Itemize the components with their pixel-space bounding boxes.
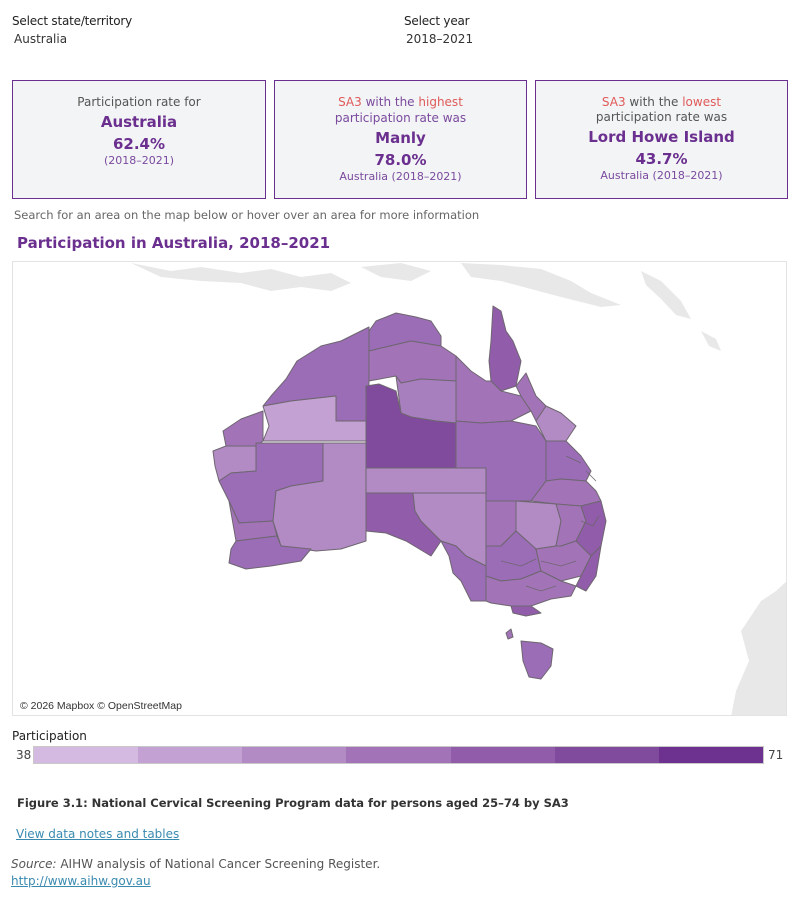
card-with-the: with the xyxy=(361,95,419,109)
card-sa3-label: SA3 xyxy=(601,95,626,109)
figure-caption: Figure 3.1: National Cervical Screening … xyxy=(17,796,569,810)
card-area-name: Australia xyxy=(100,113,178,131)
source-text: AIHW analysis of National Cancer Screeni… xyxy=(56,857,381,871)
state-filter-label: Select state/territory xyxy=(12,14,133,28)
lowest-rate-card: SA3 with the lowest participation rate w… xyxy=(535,80,788,199)
card-period: (2018–2021) xyxy=(103,154,175,167)
view-data-notes-link[interactable]: View data notes and tables xyxy=(16,827,180,841)
legend-max-value: 71 xyxy=(768,748,784,762)
year-filter-value[interactable]: 2018–2021 xyxy=(406,32,474,46)
national-rate-card: Participation rate for Australia 62.4% (… xyxy=(12,80,266,199)
card-qualifier: lowest xyxy=(682,95,722,109)
card-rate: 62.4% xyxy=(112,135,166,153)
card-area-name: Manly xyxy=(375,129,426,147)
state-filter[interactable]: Select state/territory Australia xyxy=(12,14,132,46)
highest-rate-card: SA3 with the highest participation rate … xyxy=(274,80,527,199)
card-rate: 78.0% xyxy=(374,151,427,169)
map-attribution: © 2026 Mapbox © OpenStreetMap xyxy=(17,699,185,713)
legend-step xyxy=(34,747,139,763)
card-line2: participation rate was xyxy=(595,110,728,124)
card-period: Australia (2018–2021) xyxy=(339,170,462,183)
legend-step xyxy=(242,747,347,763)
background-land xyxy=(131,263,786,715)
legend-step xyxy=(346,747,451,763)
card-period: Australia (2018–2021) xyxy=(600,169,723,182)
card-area-name: Lord Howe Island xyxy=(588,128,735,146)
card-line2: participation rate was xyxy=(334,111,467,125)
legend-step xyxy=(658,747,763,763)
card-qualifier: highest xyxy=(418,95,463,109)
year-filter[interactable]: Select year 2018–2021 xyxy=(404,14,473,46)
state-filter-value[interactable]: Australia xyxy=(14,32,68,46)
legend-color-scale xyxy=(33,746,764,764)
sa3-boundary-detail xyxy=(500,455,600,592)
legend-step xyxy=(450,747,555,763)
card-with-the: with the xyxy=(625,95,683,109)
card-rate: 43.7% xyxy=(635,150,688,168)
card-sa3-label: SA3 xyxy=(338,95,362,109)
map-title: Participation in Australia, 2018–2021 xyxy=(17,234,331,252)
card-intro: Participation rate for xyxy=(77,95,201,109)
legend-min-value: 38 xyxy=(16,748,32,762)
year-filter-label: Select year xyxy=(404,14,470,28)
choropleth-map[interactable]: © 2026 Mapbox © OpenStreetMap xyxy=(12,261,787,716)
legend-step xyxy=(554,747,659,763)
legend-step xyxy=(138,747,243,763)
sa3-regions[interactable] xyxy=(212,305,607,680)
search-hint: Search for an area on the map below or h… xyxy=(14,208,480,222)
legend-title: Participation xyxy=(12,729,87,743)
source-url-link[interactable]: http://www.aihw.gov.au xyxy=(11,874,151,888)
source-note: Source: AIHW analysis of National Cancer… xyxy=(11,857,380,871)
source-label: Source: xyxy=(11,857,57,871)
map-canvas[interactable] xyxy=(13,262,787,716)
